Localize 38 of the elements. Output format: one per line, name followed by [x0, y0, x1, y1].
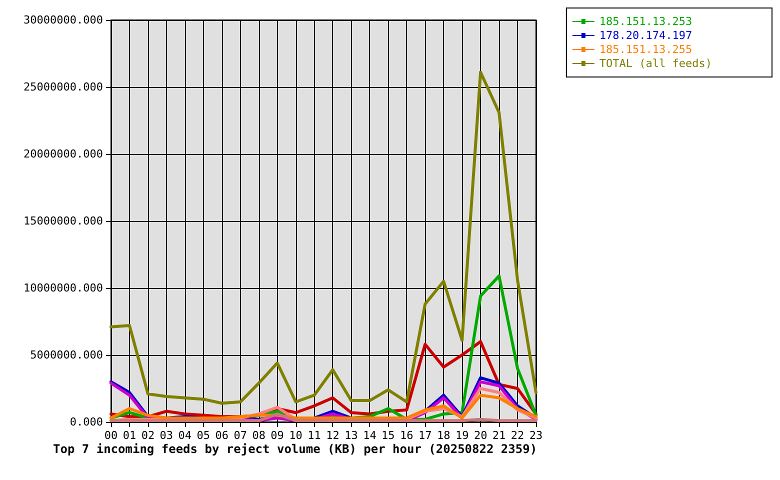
- x-tick-label: 08: [252, 429, 266, 442]
- x-tick-label: 22: [510, 429, 524, 442]
- x-tick-label: 14: [363, 429, 377, 442]
- x-tick-label: 19: [455, 429, 469, 442]
- legend-label: 178.20.174.197: [599, 29, 692, 42]
- legend-label: 185.151.13.255: [599, 43, 692, 56]
- y-tick-label: 15000000.000: [24, 214, 103, 228]
- x-tick-label: 13: [344, 429, 358, 442]
- x-tick-label: 06: [215, 429, 228, 442]
- legend-label: 185.151.13.253: [599, 15, 692, 28]
- y-tick-label: 20000000.000: [24, 148, 103, 160]
- text: Top 7 incoming feeds by reject volume (KB) per hour (20250822 2359): [53, 442, 538, 456]
- x-tick-label: 12: [326, 429, 340, 442]
- y-tick-label: 0.000: [70, 416, 103, 428]
- x-tick-label: 17: [418, 429, 432, 442]
- x-tick-label: 04: [178, 429, 192, 442]
- x-tick-label: 16: [400, 429, 414, 442]
- x-tick-label: 03: [160, 429, 174, 442]
- y-tick-label: 5000000.000: [30, 348, 103, 362]
- legend-label: TOTAL (all feeds): [599, 57, 712, 70]
- x-tick-label: 11: [308, 429, 321, 442]
- x-tick-label: 18: [436, 429, 450, 442]
- x-tick-label: 21: [492, 429, 506, 442]
- x-tick-label: 05: [196, 429, 210, 442]
- line-series: [110, 70, 538, 405]
- x-tick-label: 23: [529, 429, 543, 442]
- y-tick-label: 25000000.000: [24, 80, 103, 94]
- x-tick-label: 20: [474, 429, 488, 442]
- x-tick-label: 00: [104, 429, 118, 442]
- y-tick-label: 30000000.000: [24, 14, 103, 26]
- y-tick-label: 10000000.000: [24, 282, 103, 294]
- x-tick-label: 15: [382, 429, 395, 442]
- x-tick-label: 07: [234, 429, 247, 442]
- x-tick-label: 02: [141, 429, 155, 442]
- line-series: [110, 394, 538, 420]
- x-tick-label: 09: [270, 429, 284, 442]
- x-tick-label: 10: [289, 429, 302, 442]
- x-tick-label: 01: [122, 429, 136, 442]
